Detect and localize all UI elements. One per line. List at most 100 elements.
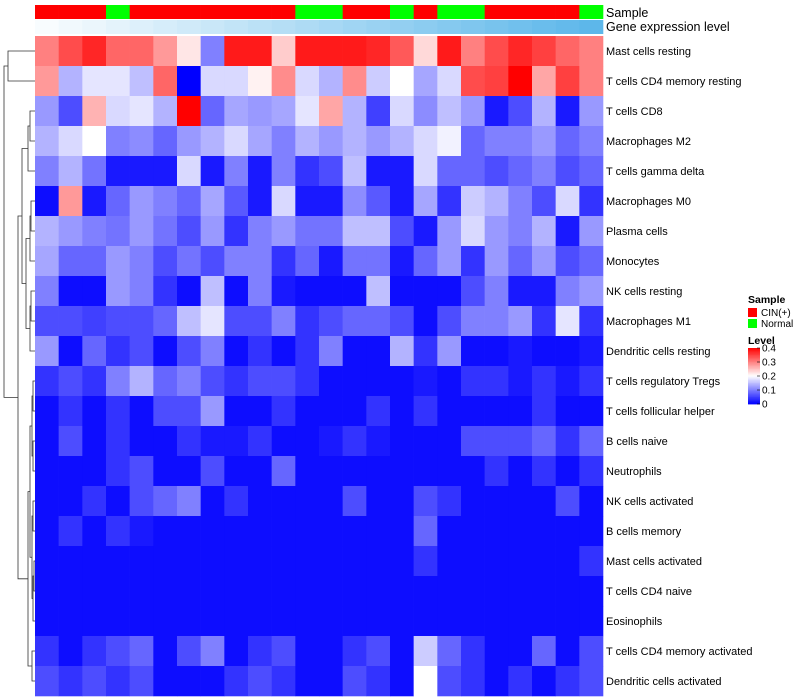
heatmap-cell bbox=[413, 246, 438, 277]
heatmap-cell bbox=[366, 576, 391, 607]
heatmap-cell bbox=[177, 606, 201, 637]
heatmap-cell bbox=[224, 516, 249, 547]
expression-annotation-cell bbox=[555, 20, 580, 34]
heatmap-cell bbox=[153, 246, 178, 277]
heatmap-cell bbox=[532, 456, 556, 487]
heatmap-cell bbox=[106, 576, 130, 607]
heatmap-cell bbox=[555, 126, 580, 157]
heatmap-cell bbox=[390, 186, 414, 217]
heatmap-cell bbox=[295, 606, 320, 637]
heatmap-cell bbox=[153, 96, 178, 127]
heatmap-cell bbox=[35, 576, 59, 607]
heatmap-cell bbox=[224, 546, 249, 577]
heatmap-cell bbox=[177, 456, 201, 487]
heatmap-cell bbox=[106, 96, 130, 127]
heatmap-cell bbox=[342, 126, 367, 157]
heatmap-cell bbox=[248, 156, 272, 187]
heatmap-cell bbox=[82, 606, 107, 637]
heatmap-cell bbox=[413, 216, 438, 247]
heatmap-cell bbox=[224, 156, 249, 187]
heatmap-cell bbox=[82, 96, 107, 127]
heatmap-cell bbox=[106, 336, 130, 367]
annotation-label-sample: Sample bbox=[606, 6, 648, 20]
sample-annotation-cell bbox=[106, 5, 130, 19]
heatmap-cell bbox=[508, 156, 533, 187]
heatmap-cell bbox=[484, 306, 509, 337]
heatmap-cell bbox=[508, 36, 533, 67]
heatmap-cell bbox=[532, 546, 556, 577]
sample-annotation-cell bbox=[129, 5, 154, 19]
heatmap-cell bbox=[366, 456, 391, 487]
legend-swatch-normal bbox=[748, 319, 757, 328]
heatmap-cell bbox=[58, 66, 83, 97]
heatmap-cell bbox=[248, 96, 272, 127]
heatmap-cell bbox=[579, 246, 604, 277]
heatmap-cell bbox=[437, 336, 462, 367]
heatmap-cell bbox=[129, 216, 154, 247]
row-label: Macrophages M0 bbox=[606, 196, 691, 208]
heatmap-cell bbox=[390, 456, 414, 487]
heatmap-cell bbox=[200, 246, 225, 277]
heatmap-cell bbox=[200, 576, 225, 607]
heatmap-cell bbox=[342, 636, 367, 667]
heatmap-cell bbox=[437, 66, 462, 97]
heatmap-cell bbox=[106, 396, 130, 427]
heatmap-cell bbox=[129, 666, 154, 697]
heatmap-cell bbox=[58, 276, 83, 307]
heatmap-cell bbox=[295, 96, 320, 127]
heatmap-cell bbox=[555, 156, 580, 187]
heatmap-cell bbox=[82, 666, 107, 697]
heatmap-cell bbox=[366, 186, 391, 217]
heatmap-cell bbox=[35, 606, 59, 637]
heatmap-cell bbox=[35, 666, 59, 697]
heatmap-cell bbox=[413, 366, 438, 397]
heatmap-cell bbox=[484, 246, 509, 277]
heatmap-cell bbox=[319, 366, 343, 397]
colorbar-segment bbox=[748, 397, 760, 399]
heatmap-cell bbox=[461, 636, 485, 667]
heatmap-cell bbox=[177, 126, 201, 157]
heatmap-cell bbox=[248, 516, 272, 547]
heatmap-cell bbox=[224, 66, 249, 97]
heatmap-cell bbox=[579, 516, 604, 547]
heatmap-cell bbox=[532, 306, 556, 337]
heatmap-cell bbox=[200, 456, 225, 487]
heatmap-cell bbox=[579, 546, 604, 577]
legend-sample-title: Sample bbox=[748, 294, 786, 306]
heatmap-cell bbox=[461, 126, 485, 157]
heatmap-cell bbox=[342, 516, 367, 547]
colorbar-tick-label: 0.4 bbox=[762, 344, 776, 355]
sample-annotation-cell bbox=[366, 5, 391, 19]
heatmap-cell bbox=[342, 96, 367, 127]
heatmap-cell bbox=[106, 246, 130, 277]
heatmap-cell bbox=[177, 66, 201, 97]
heatmap-cell bbox=[271, 636, 296, 667]
colorbar-segment bbox=[748, 401, 760, 403]
heatmap-cell bbox=[461, 186, 485, 217]
heatmap-cell bbox=[555, 546, 580, 577]
heatmap-cell bbox=[319, 486, 343, 517]
heatmap-cell bbox=[177, 36, 201, 67]
heatmap-cell bbox=[413, 486, 438, 517]
row-label: T cells CD8 bbox=[606, 106, 663, 118]
heatmap-cell bbox=[437, 126, 462, 157]
heatmap-cell bbox=[177, 186, 201, 217]
row-label: T cells CD4 naive bbox=[606, 586, 692, 598]
heatmap-cell bbox=[271, 186, 296, 217]
dendrogram-branch bbox=[29, 110, 35, 142]
heatmap-cell bbox=[579, 426, 604, 457]
heatmap-cell bbox=[153, 276, 178, 307]
heatmap-cell bbox=[532, 246, 556, 277]
heatmap-cell bbox=[532, 516, 556, 547]
colorbar-segment bbox=[748, 383, 760, 385]
legend-level-title: Level bbox=[748, 335, 775, 347]
heatmap-cell bbox=[200, 426, 225, 457]
heatmap-cell bbox=[200, 66, 225, 97]
heatmap-cell bbox=[129, 366, 154, 397]
heatmap-cell bbox=[437, 606, 462, 637]
heatmap-cell bbox=[366, 486, 391, 517]
colorbar-segment bbox=[748, 380, 760, 382]
heatmap-cell bbox=[579, 576, 604, 607]
expression-annotation-cell bbox=[106, 20, 130, 34]
heatmap-cell bbox=[129, 126, 154, 157]
